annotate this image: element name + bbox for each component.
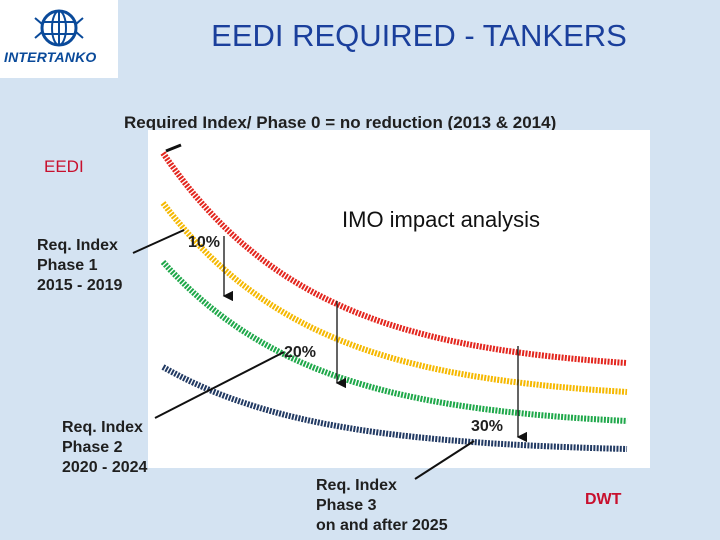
logo-text: INTERTANKO (4, 49, 97, 65)
intertanko-logo: INTERTANKO (0, 0, 118, 78)
phase3-line2: Phase 3 (316, 497, 377, 514)
phase1-line2: Phase 1 (37, 257, 98, 274)
y-axis-label: EEDI (44, 157, 84, 176)
curve-phase-1 (160, 201, 628, 395)
page-title: EEDI REQUIRED - TANKERS (211, 18, 627, 53)
phase1-line1: Req. Index (37, 237, 118, 254)
phase1-label: Req. Index Phase 1 2015 - 2019 (37, 236, 122, 296)
curve-phase-2 (160, 259, 628, 424)
phase3-label: Req. Index Phase 3 on and after 2025 (316, 476, 448, 536)
chart-subtitle: Required Index/ Phase 0 = no reduction (… (124, 113, 557, 132)
phase2-line1: Req. Index (62, 419, 143, 436)
reduction-30-label: 30% (471, 418, 504, 435)
leader-phase2 (154, 351, 285, 419)
x-axis-label: DWT (585, 491, 622, 508)
globe-icon (34, 9, 84, 47)
phase3-line1: Req. Index (316, 477, 397, 494)
reduction-20-label: 20% (284, 344, 317, 361)
phase3-line3: on and after 2025 (316, 517, 448, 534)
header-bar: INTERTANKO EEDI REQUIRED - TANKERS (0, 0, 720, 78)
reduction-10-label: 10% (188, 234, 221, 251)
phase2-line3: 2020 - 2024 (62, 459, 148, 476)
imo-annotation: IMO impact analysis (342, 207, 541, 232)
phase1-line3: 2015 - 2019 (37, 277, 123, 294)
phase2-line2: Phase 2 (62, 439, 123, 456)
leader-phase3 (414, 440, 475, 480)
curve-phase-0 (160, 151, 628, 366)
phase0-tick (165, 143, 182, 153)
phase2-label: Req. Index Phase 2 2020 - 2024 (62, 418, 147, 478)
leader-phase1 (132, 229, 185, 254)
